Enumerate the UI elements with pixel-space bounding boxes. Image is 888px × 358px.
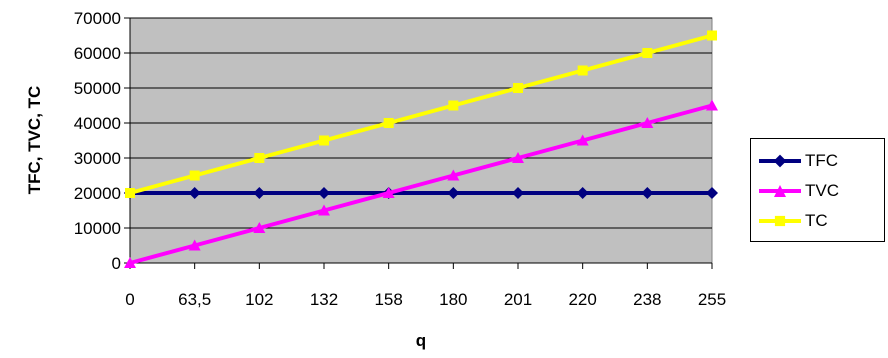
- legend-swatch: [759, 181, 801, 201]
- x-tick-label: 255: [698, 290, 726, 309]
- legend-swatch: [759, 151, 801, 171]
- y-tick-label: 10000: [74, 219, 121, 238]
- data-point: [447, 187, 460, 199]
- x-tick-label: 180: [439, 290, 467, 309]
- data-point: [642, 48, 653, 58]
- x-tick-label: 63,5: [178, 290, 211, 309]
- data-point: [125, 188, 135, 198]
- legend-label: TC: [805, 211, 828, 230]
- data-point: [513, 83, 523, 93]
- data-point: [512, 187, 524, 199]
- legend-label: TVC: [805, 181, 839, 200]
- legend: TFC TVC TC: [750, 138, 885, 242]
- data-point: [576, 187, 589, 199]
- y-tick-label: 50000: [74, 79, 121, 98]
- data-point: [124, 257, 136, 268]
- x-tick-label: 201: [504, 290, 532, 309]
- data-point: [576, 134, 589, 146]
- data-point: [447, 169, 460, 181]
- x-tick-label: 220: [568, 290, 596, 309]
- data-point: [512, 152, 524, 163]
- data-point: [253, 222, 266, 233]
- data-point: [253, 187, 266, 199]
- y-tick-label: 60000: [74, 44, 121, 63]
- data-point: [318, 187, 330, 199]
- data-point: [188, 239, 201, 251]
- data-point: [318, 204, 330, 216]
- y-tick-label: 70000: [74, 9, 121, 28]
- series-tc: [125, 30, 717, 198]
- x-tick-label: 102: [245, 290, 273, 309]
- data-point: [641, 117, 654, 128]
- legend-item-tvc: TVC: [759, 181, 839, 201]
- data-point: [577, 65, 588, 76]
- legend-item-tfc: TFC: [759, 151, 838, 171]
- data-point: [319, 135, 329, 146]
- series-line: [129, 103, 713, 265]
- series-group: [124, 30, 718, 268]
- legend-swatch: [759, 211, 801, 231]
- x-tick-label: 158: [374, 290, 402, 309]
- data-point: [641, 187, 654, 199]
- data-point: [254, 153, 265, 163]
- y-axis-label: TFC, TVC, TC: [25, 86, 44, 195]
- data-point: [706, 187, 718, 199]
- y-tick-label: 40000: [74, 114, 121, 133]
- series-tvc: [124, 99, 718, 268]
- plot-area: [129, 17, 713, 264]
- data-point: [383, 118, 394, 128]
- data-point: [188, 187, 201, 199]
- data-point: [382, 187, 395, 198]
- data-point: [189, 170, 200, 181]
- data-point: [707, 30, 717, 41]
- y-tick-label: 30000: [74, 149, 121, 168]
- x-axis-label: q: [416, 331, 426, 350]
- legend-label: TFC: [805, 151, 839, 170]
- y-tick-labels: 0 10000 20000 30000 40000 50000 60000 70000: [74, 9, 121, 273]
- x-tick-labels: 0 63,5 102 132 158 180 201 220 238 255: [125, 290, 726, 309]
- x-tick-label: 238: [633, 290, 661, 309]
- data-point: [448, 100, 459, 111]
- x-tick-label: 132: [310, 290, 338, 309]
- series-line: [129, 33, 713, 195]
- y-tick-label: 0: [112, 254, 121, 273]
- data-point: [706, 99, 718, 111]
- legend-item-tc: TC: [759, 211, 828, 231]
- x-tick-label: 0: [125, 290, 134, 309]
- y-tick-label: 20000: [74, 184, 121, 203]
